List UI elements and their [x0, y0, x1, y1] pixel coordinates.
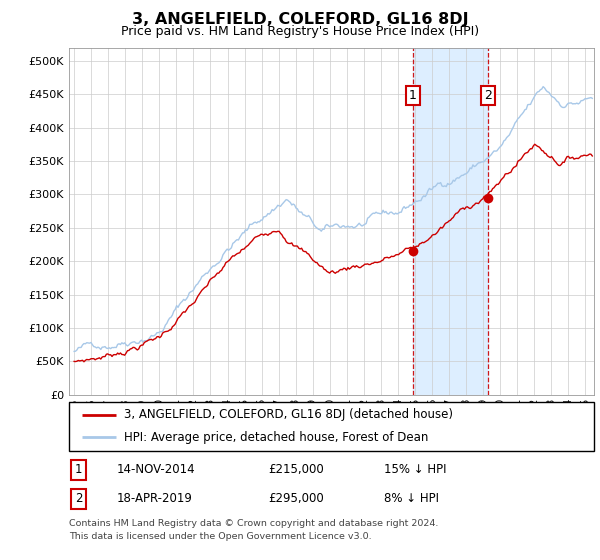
- Text: Contains HM Land Registry data © Crown copyright and database right 2024.
This d: Contains HM Land Registry data © Crown c…: [69, 519, 439, 540]
- Text: Price paid vs. HM Land Registry's House Price Index (HPI): Price paid vs. HM Land Registry's House …: [121, 25, 479, 38]
- Bar: [413, 48, 488, 395]
- Text: HPI: Average price, detached house, Forest of Dean: HPI: Average price, detached house, Fore…: [124, 431, 428, 444]
- Text: 8% ↓ HPI: 8% ↓ HPI: [384, 492, 439, 506]
- Text: 14-NOV-2014: 14-NOV-2014: [116, 463, 195, 477]
- Text: 3, ANGELFIELD, COLEFORD, GL16 8DJ: 3, ANGELFIELD, COLEFORD, GL16 8DJ: [131, 12, 469, 27]
- Text: 15% ↓ HPI: 15% ↓ HPI: [384, 463, 446, 477]
- FancyBboxPatch shape: [69, 402, 594, 451]
- Text: 1: 1: [75, 463, 82, 477]
- Text: 2: 2: [484, 89, 492, 102]
- Text: 18-APR-2019: 18-APR-2019: [116, 492, 192, 506]
- Text: £295,000: £295,000: [269, 492, 324, 506]
- Text: 2: 2: [75, 492, 82, 506]
- Text: 3, ANGELFIELD, COLEFORD, GL16 8DJ (detached house): 3, ANGELFIELD, COLEFORD, GL16 8DJ (detac…: [124, 408, 453, 421]
- Text: £215,000: £215,000: [269, 463, 324, 477]
- Text: 1: 1: [409, 89, 417, 102]
